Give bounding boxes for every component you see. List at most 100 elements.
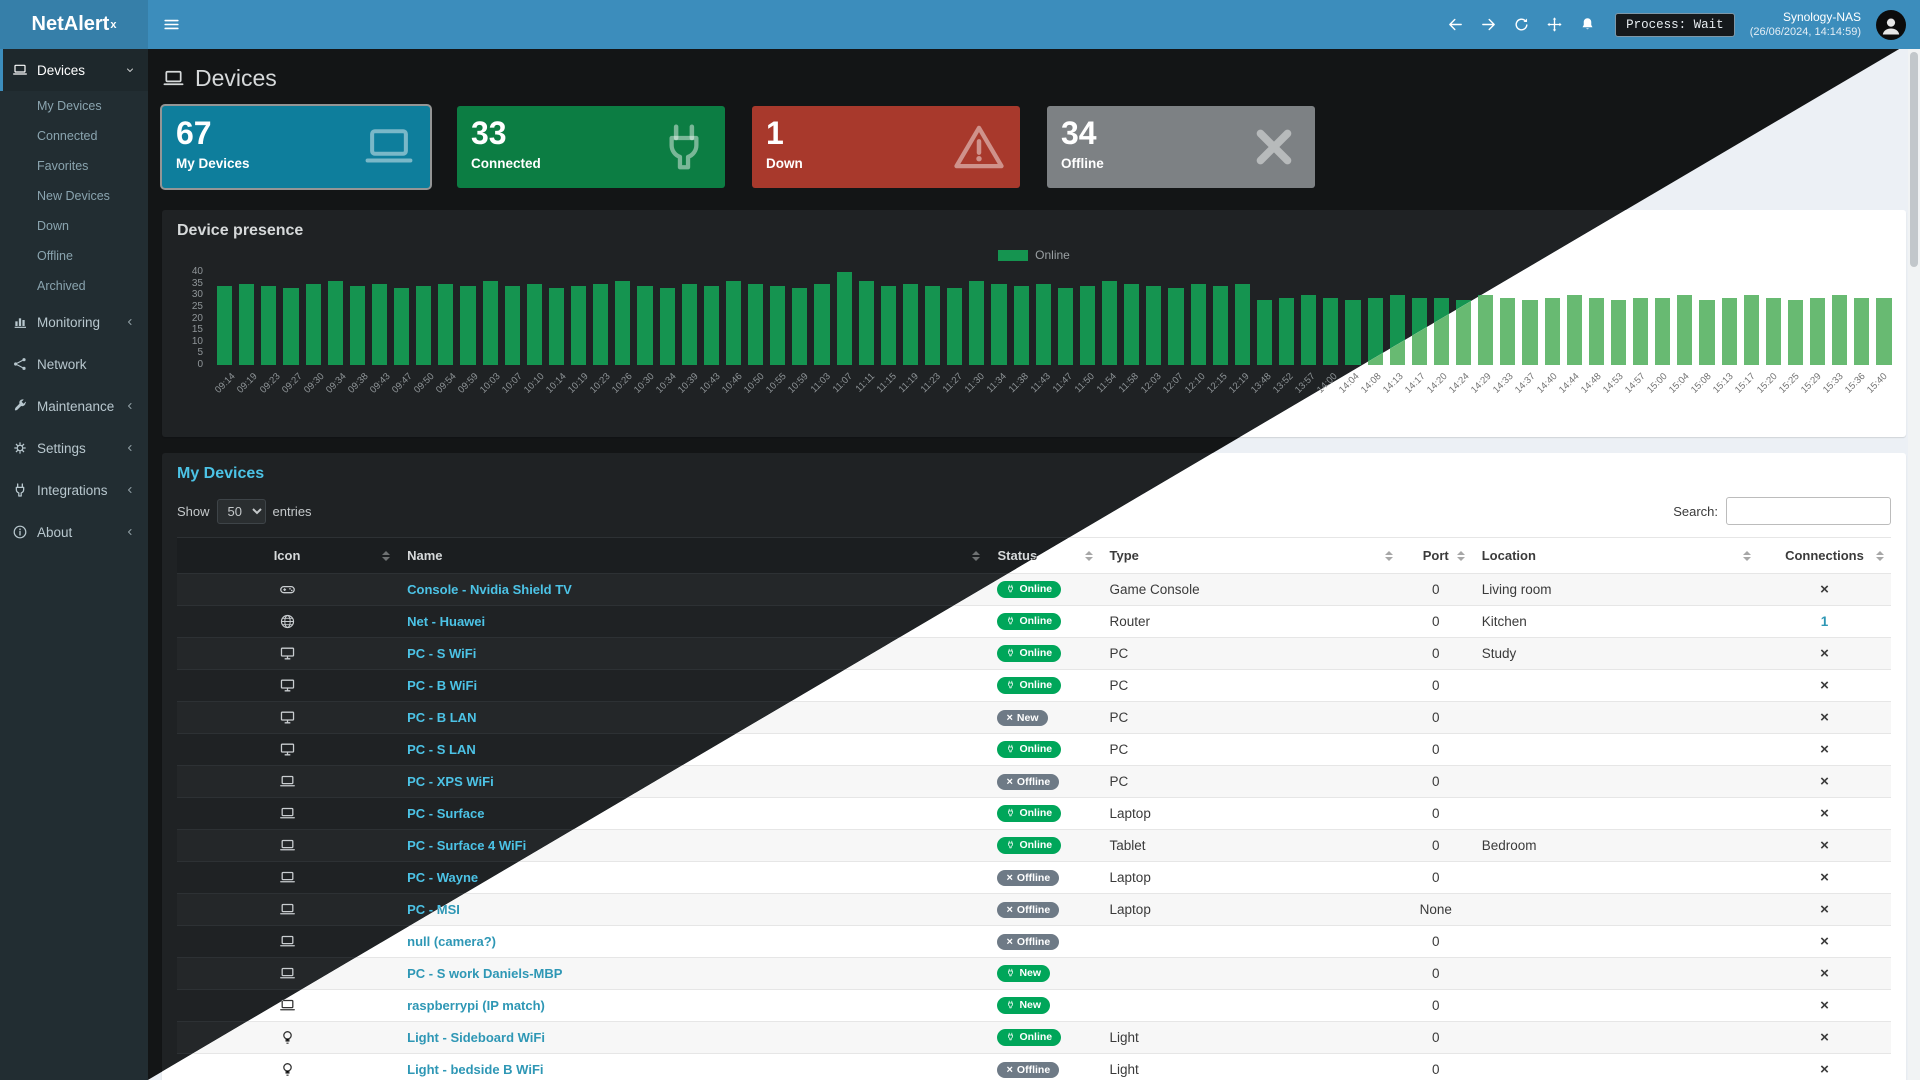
x-tick-label: 13:48 <box>1248 371 1274 396</box>
device-name-link[interactable]: Net - Huawei <box>407 614 486 629</box>
no-connections-icon: × <box>1820 805 1829 822</box>
page-size-select[interactable]: 50 <box>216 498 266 524</box>
info-icon <box>12 524 28 540</box>
sidebar-item-label: Network <box>37 356 87 372</box>
chart-bar <box>1633 297 1649 365</box>
sidebar-subitem-my-devices[interactable]: My Devices <box>37 99 102 113</box>
sidebar-item-about[interactable]: About <box>0 511 148 553</box>
device-name-link[interactable]: PC - XPS WiFi <box>407 774 494 789</box>
column-header-connections[interactable]: Connections <box>1757 537 1891 574</box>
sidebar-item-maintenance[interactable]: Maintenance <box>0 385 148 427</box>
column-header-name[interactable]: Name <box>397 537 988 574</box>
notifications-icon[interactable] <box>1579 16 1596 33</box>
chart-bar <box>482 281 498 365</box>
summary-card-my-devices[interactable]: 67 My Devices <box>162 106 430 188</box>
sidebar-item-network[interactable]: Network <box>0 343 148 385</box>
device-connections-cell: × <box>1757 765 1891 798</box>
x-tick-label: 14:20 <box>1424 371 1450 396</box>
status-badge: New <box>997 964 1051 983</box>
back-icon[interactable] <box>1447 16 1464 33</box>
sidebar-item-devices[interactable]: Devices <box>0 49 148 91</box>
device-connections-cell: × <box>1757 733 1891 766</box>
sort-icon <box>1876 550 1884 561</box>
chart-bar <box>814 283 830 365</box>
device-name-link[interactable]: PC - Surface <box>407 806 485 821</box>
status-badge: Online <box>997 804 1062 823</box>
chart-bar <box>1699 299 1715 365</box>
chart-bar <box>858 281 874 365</box>
summary-card-offline[interactable]: 34 Offline <box>1047 106 1315 188</box>
column-header-location[interactable]: Location <box>1471 537 1758 574</box>
device-name-link[interactable]: raspberrypi (IP match) <box>407 998 545 1013</box>
chart-bar <box>1588 297 1604 365</box>
chart-bar <box>1832 295 1848 365</box>
device-connections-cell: × <box>1757 1021 1891 1054</box>
device-type-cell <box>1099 989 1400 1022</box>
device-name-link[interactable]: PC - S LAN <box>407 742 476 757</box>
device-name-link[interactable]: Light - Sideboard WiFi <box>407 1030 545 1045</box>
device-type-cell: Laptop <box>1099 797 1400 830</box>
device-name-link[interactable]: null (camera?) <box>407 934 496 949</box>
device-location-cell <box>1471 861 1758 894</box>
x-tick-label: 13:57 <box>1292 371 1318 396</box>
device-status-cell: Online <box>987 605 1100 638</box>
device-name-link[interactable]: PC - B LAN <box>407 710 477 725</box>
sidebar-subitem-archived[interactable]: Archived <box>37 279 86 293</box>
user-avatar[interactable] <box>1876 9 1906 40</box>
chart-bar <box>991 283 1007 365</box>
device-name-link[interactable]: PC - Surface 4 WiFi <box>407 838 527 853</box>
x-tick-label: 11:47 <box>1050 371 1075 396</box>
device-status-cell: Online <box>987 797 1100 830</box>
search-input[interactable] <box>1726 497 1891 525</box>
device-location-cell <box>1471 989 1758 1022</box>
connections-link[interactable]: 1 <box>1820 614 1829 629</box>
device-name-link[interactable]: PC - B WiFi <box>407 678 478 693</box>
device-connections-cell: × <box>1757 829 1891 862</box>
x-tick-label: 15:36 <box>1843 371 1868 396</box>
y-tick-label: 40 <box>191 266 203 277</box>
column-header-icon[interactable]: Icon <box>177 537 398 574</box>
sidebar-toggle-button[interactable] <box>162 15 181 34</box>
sidebar-subitem-new-devices[interactable]: New Devices <box>37 189 110 203</box>
column-header-port[interactable]: Port <box>1399 537 1472 574</box>
device-port-cell: 0 <box>1399 701 1472 734</box>
device-name-link[interactable]: PC - S work Daniels-MBP <box>407 966 563 981</box>
sidebar-item-settings[interactable]: Settings <box>0 427 148 469</box>
x-tick-label: 12:10 <box>1182 371 1208 396</box>
refresh-icon[interactable] <box>1513 16 1530 33</box>
sidebar-subitem-offline[interactable]: Offline <box>37 249 73 263</box>
device-name-link[interactable]: Console - Nvidia Shield TV <box>407 582 572 597</box>
column-header-type[interactable]: Type <box>1099 537 1400 574</box>
sort-icon <box>1084 550 1093 561</box>
plug-icon <box>657 120 711 174</box>
chevron-left-icon <box>124 484 136 496</box>
device-name-link[interactable]: Light - bedside B WiFi <box>407 1062 544 1077</box>
summary-card-down[interactable]: 1 Down <box>752 106 1020 188</box>
device-status-cell: ×Offline <box>987 861 1100 894</box>
device-icon-cell <box>177 605 398 638</box>
page-scrollbar[interactable] <box>1908 49 1920 1080</box>
move-icon[interactable] <box>1546 16 1563 33</box>
scrollbar-thumb[interactable] <box>1910 52 1918 267</box>
chart-bar <box>1124 283 1140 365</box>
sidebar-subitem-favorites[interactable]: Favorites <box>37 159 89 173</box>
forward-icon[interactable] <box>1480 16 1497 33</box>
device-name-link[interactable]: PC - S WiFi <box>407 646 477 661</box>
chart-bar <box>1677 295 1693 365</box>
chart-bar <box>1544 297 1560 365</box>
device-type-cell: Tablet <box>1099 829 1400 862</box>
sidebar-item-monitoring[interactable]: Monitoring <box>0 301 148 343</box>
chart-bar <box>327 281 343 365</box>
sidebar-item-integrations[interactable]: Integrations <box>0 469 148 511</box>
summary-card-connected[interactable]: 33 Connected <box>457 106 725 188</box>
device-icon-cell <box>177 861 398 894</box>
chart-bar <box>217 285 233 365</box>
sidebar-subitem-down[interactable]: Down <box>37 219 69 233</box>
x-tick-label: 14:24 <box>1446 371 1472 396</box>
gamepad-icon <box>187 581 387 598</box>
device-port-cell: 0 <box>1399 669 1472 702</box>
device-location-cell <box>1471 893 1758 926</box>
device-name-link[interactable]: PC - Wayne <box>407 870 479 885</box>
sidebar-subitem-connected[interactable]: Connected <box>37 129 98 143</box>
